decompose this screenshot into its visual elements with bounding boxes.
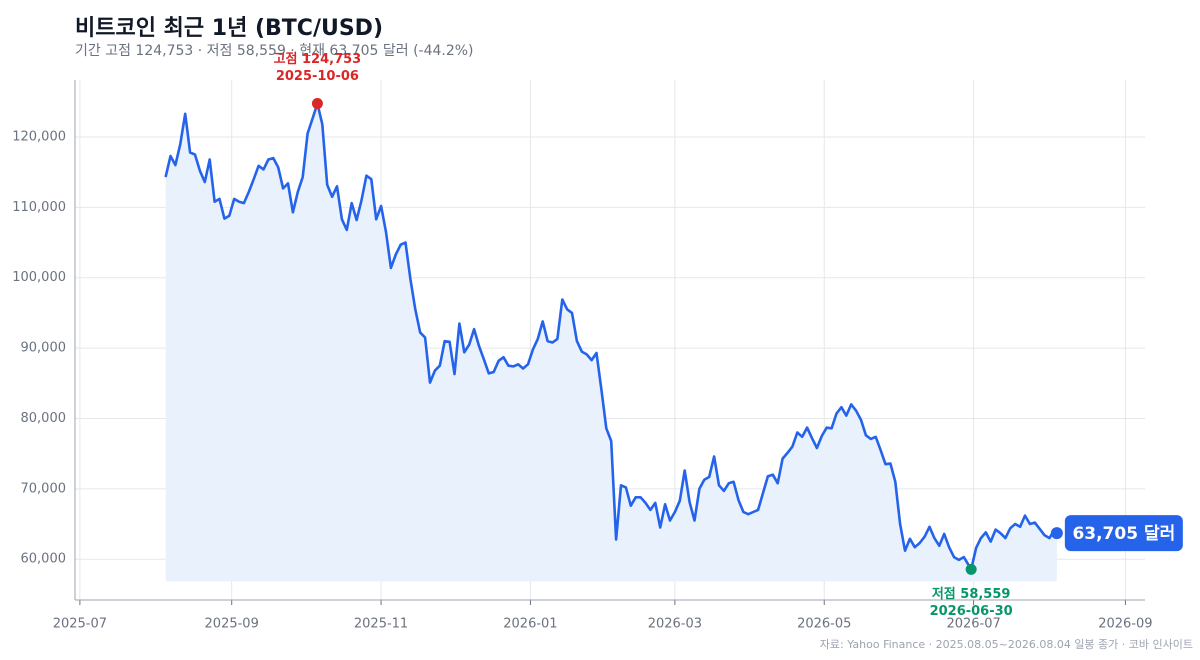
last-dot: [1050, 527, 1063, 540]
extreme-dot: [311, 98, 323, 110]
x-tick-label: 2026-07: [946, 617, 1000, 632]
x-tick-label: 2026-01: [503, 617, 557, 632]
annotation-date: 2025-10-06: [276, 69, 359, 84]
y-tick-label: 70,000: [21, 481, 67, 496]
x-tick-label: 2025-11: [354, 617, 408, 632]
y-tick-label: 120,000: [12, 129, 66, 144]
area: [165, 103, 1057, 582]
y-tick-label: 80,000: [21, 411, 67, 426]
y-tick-label: 90,000: [21, 341, 67, 356]
y-tick-label: 110,000: [12, 200, 66, 215]
x-tick-label: 2026-09: [1098, 617, 1152, 632]
chart-subtitle: 기간 고점 124,753 · 저점 58,559 · 현재 63,705 달러…: [75, 43, 474, 59]
end-label-box: [1064, 515, 1183, 552]
end-label: 63,705 달러: [1072, 523, 1175, 544]
y-tick-label: 60,000: [21, 552, 67, 567]
x-tick-label: 2026-05: [797, 617, 851, 632]
annotation-date: 2026-06-30: [930, 604, 1013, 619]
source-note: 자료: Yahoo Finance · 2025.08.05~2026.08.0…: [820, 637, 1193, 651]
price-line: [164, 102, 1058, 571]
y-tick-label: 100,000: [12, 270, 66, 285]
extreme-dot: [965, 563, 977, 575]
x-tick-label: 2025-09: [205, 617, 259, 632]
x-tick-label: 2026-03: [648, 617, 702, 632]
chart-title: 비트코인 최근 1년 (BTC/USD): [75, 16, 383, 41]
annotation-label: 저점 58,559: [932, 587, 1011, 602]
x-tick-label: 2025-07: [53, 617, 107, 632]
annotation-label: 고점 124,753: [274, 52, 362, 67]
